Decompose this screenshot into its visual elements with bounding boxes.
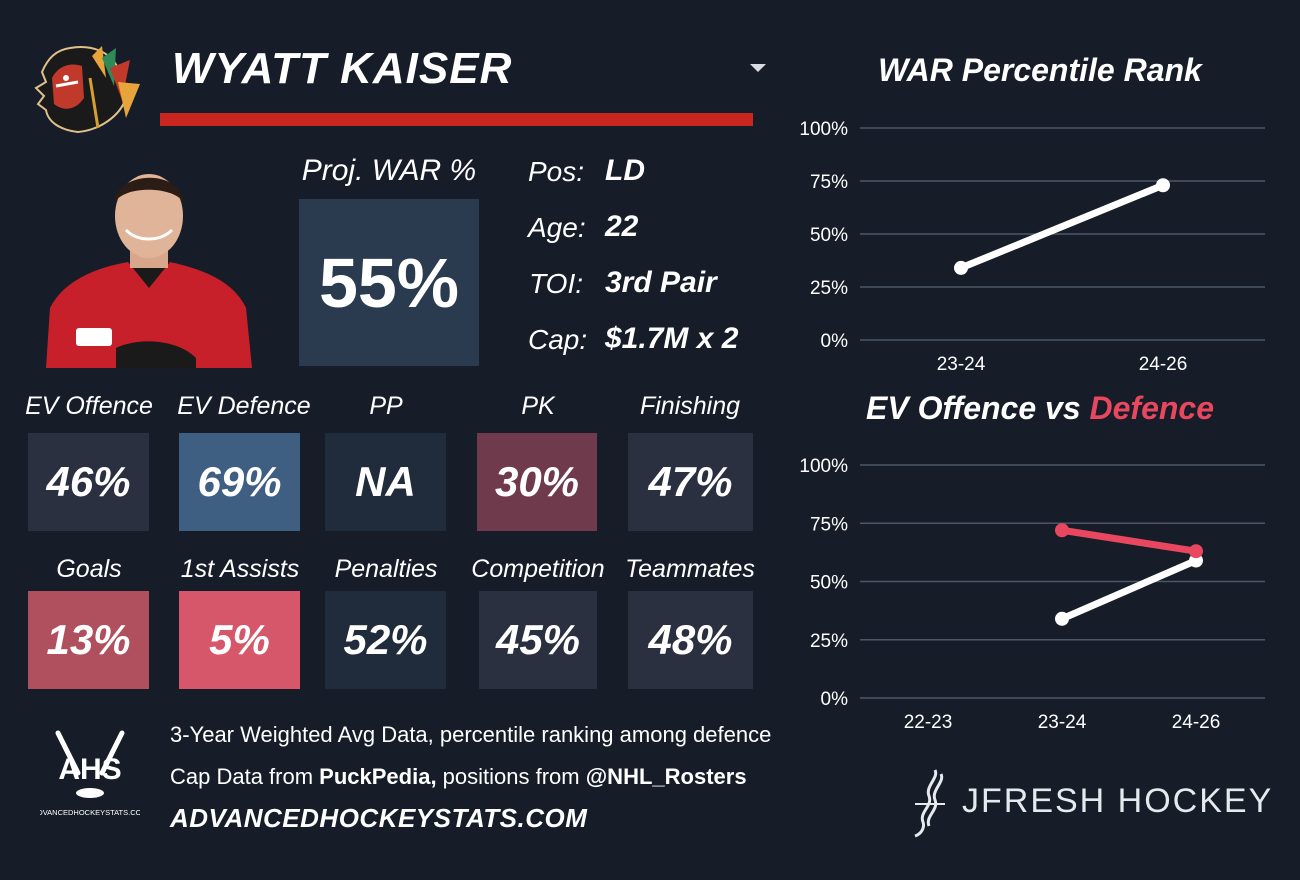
- stat-label-goals: Goals: [56, 555, 122, 583]
- stat-box-pp: NA: [325, 433, 446, 531]
- series-line-defence: [1058, 526, 1200, 555]
- data-point: [954, 260, 968, 275]
- toi-label: TOI:: [529, 268, 583, 299]
- ahs-logo-icon: AHS ADVANCEDHOCKEYSTATS.COM: [32, 725, 148, 820]
- chart2-title: EV Offence vs Defence: [820, 390, 1260, 427]
- footer-cap-prefix: Cap Data from: [170, 764, 320, 789]
- y-tick-label: 75%: [810, 172, 848, 193]
- stat-box-finishing: 47%: [628, 433, 753, 531]
- stat-box-first-assists: 5%: [179, 591, 300, 689]
- stat-label-finishing: Finishing: [639, 392, 741, 420]
- title-underline: [160, 113, 753, 126]
- chevron-down-icon[interactable]: [750, 64, 766, 72]
- stat-label-ev-defence: EV Defence: [177, 392, 311, 420]
- chart2-ev-offence-defence: 0% 25% 50% 75% 100% 22-23 23-24 24-26: [799, 456, 1265, 733]
- y-tick-label: 75%: [810, 514, 848, 535]
- y-tick-label: 0%: [821, 331, 849, 352]
- proj-war-value: 55%: [299, 199, 479, 366]
- data-point: [1055, 523, 1069, 538]
- stat-box-teammates: 48%: [628, 591, 753, 689]
- chart2-title-offence: EV Offence vs: [865, 390, 1090, 426]
- y-tick-label: 50%: [810, 573, 848, 594]
- stat-label-teammates: Teammates: [625, 555, 755, 583]
- cap-value: $1.7M x 2: [605, 322, 739, 355]
- data-point: [1055, 611, 1069, 626]
- stat-label-penalties: Penalties: [334, 555, 438, 583]
- blackhawks-logo-icon: [34, 46, 140, 134]
- jfresh-logo-icon: [905, 768, 953, 838]
- stat-label-pp: PP: [369, 392, 403, 420]
- pos-label: Pos:: [528, 156, 585, 187]
- stat-label-first-assists: 1st Assists: [180, 555, 300, 583]
- data-point: [1189, 544, 1203, 559]
- chart2-title-defence: Defence: [1089, 390, 1215, 426]
- team-logo: [30, 38, 148, 136]
- proj-war-label: Proj. WAR %: [301, 154, 477, 187]
- ahs-logo-text: AHS: [58, 753, 121, 786]
- data-point: [1156, 178, 1170, 193]
- y-tick-label: 25%: [810, 631, 848, 652]
- stat-box-competition: 45%: [479, 591, 597, 689]
- y-tick-label: 25%: [810, 278, 848, 299]
- site-link[interactable]: ADVANCEDHOCKEYSTATS.COM: [170, 803, 588, 833]
- age-value: 22: [605, 210, 639, 243]
- y-tick-label: 50%: [810, 225, 848, 246]
- stat-label-pk: PK: [521, 392, 555, 420]
- stat-label-competition: Competition: [471, 555, 605, 583]
- x-tick-label: 23-24: [1038, 712, 1087, 733]
- x-tick-label: 22-23: [904, 712, 953, 733]
- stat-box-pk: 30%: [477, 433, 597, 531]
- player-photo: [46, 158, 252, 368]
- series-line-offence: [1058, 557, 1200, 623]
- x-tick-label: 24-26: [1172, 712, 1221, 733]
- toi-value: 3rd Pair: [605, 266, 717, 299]
- stat-box-penalties: 52%: [325, 591, 446, 689]
- y-tick-label: 100%: [799, 456, 848, 477]
- footer-sources: Cap Data from PuckPedia, positions from …: [170, 764, 747, 790]
- ahs-logo-sub: ADVANCEDHOCKEYSTATS.COM: [40, 808, 140, 817]
- stat-box-ev-offence: 46%: [28, 433, 149, 531]
- stat-label-ev-offence: EV Offence: [25, 392, 153, 420]
- y-tick-label: 0%: [821, 689, 849, 710]
- chart1-title: WAR Percentile Rank: [878, 52, 1202, 88]
- x-tick-label: 24-26: [1139, 354, 1188, 375]
- cap-label: Cap:: [528, 324, 588, 355]
- puckpedia-link[interactable]: PuckPedia,: [319, 764, 437, 789]
- series-line-war: [957, 181, 1167, 272]
- pos-value: LD: [605, 154, 645, 187]
- brand-name: JFRESH HOCKEY: [962, 782, 1274, 820]
- y-tick-label: 100%: [799, 119, 848, 140]
- stat-box-ev-defence: 69%: [179, 433, 300, 531]
- nhl-rosters-link[interactable]: @NHL_Rosters: [585, 764, 747, 789]
- age-label: Age:: [528, 212, 586, 243]
- chart1-war-percentile: 0% 25% 50% 75% 100% 23-24 24-26: [799, 119, 1265, 375]
- footer-note: 3-Year Weighted Avg Data, percentile ran…: [170, 722, 772, 747]
- stat-box-goals: 13%: [28, 591, 149, 689]
- player-name: WYATT KAISER: [172, 44, 513, 93]
- footer-pos-prefix: positions from: [436, 764, 586, 789]
- x-tick-label: 23-24: [937, 354, 986, 375]
